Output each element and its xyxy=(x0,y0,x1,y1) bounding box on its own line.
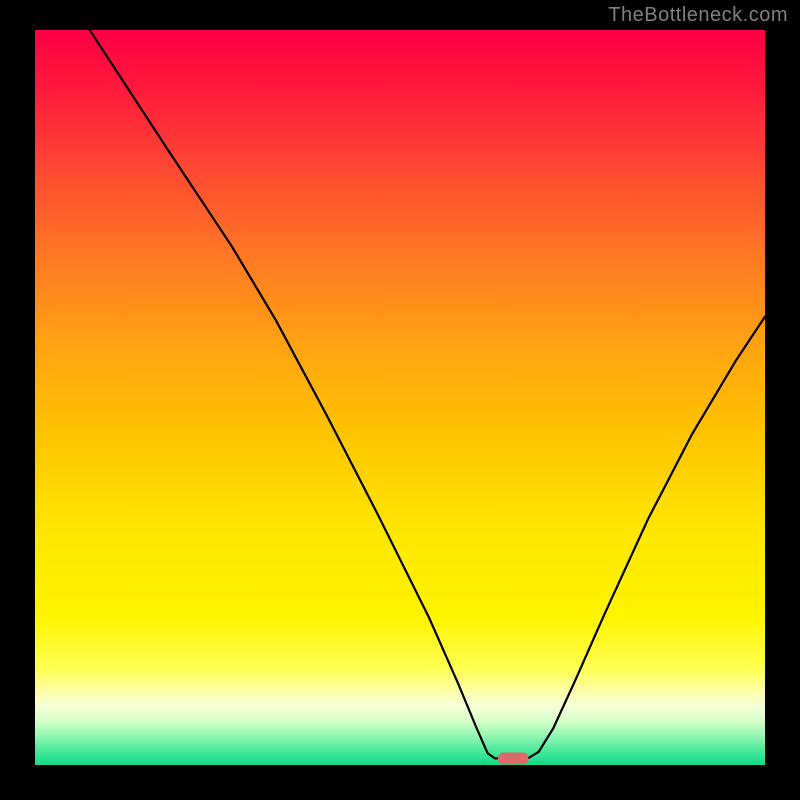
bottleneck-curve-chart xyxy=(35,30,765,765)
chart-background-gradient xyxy=(35,30,765,765)
optimal-marker xyxy=(498,753,529,765)
watermark-text: TheBottleneck.com xyxy=(608,4,788,27)
chart-plot-area xyxy=(35,30,765,765)
